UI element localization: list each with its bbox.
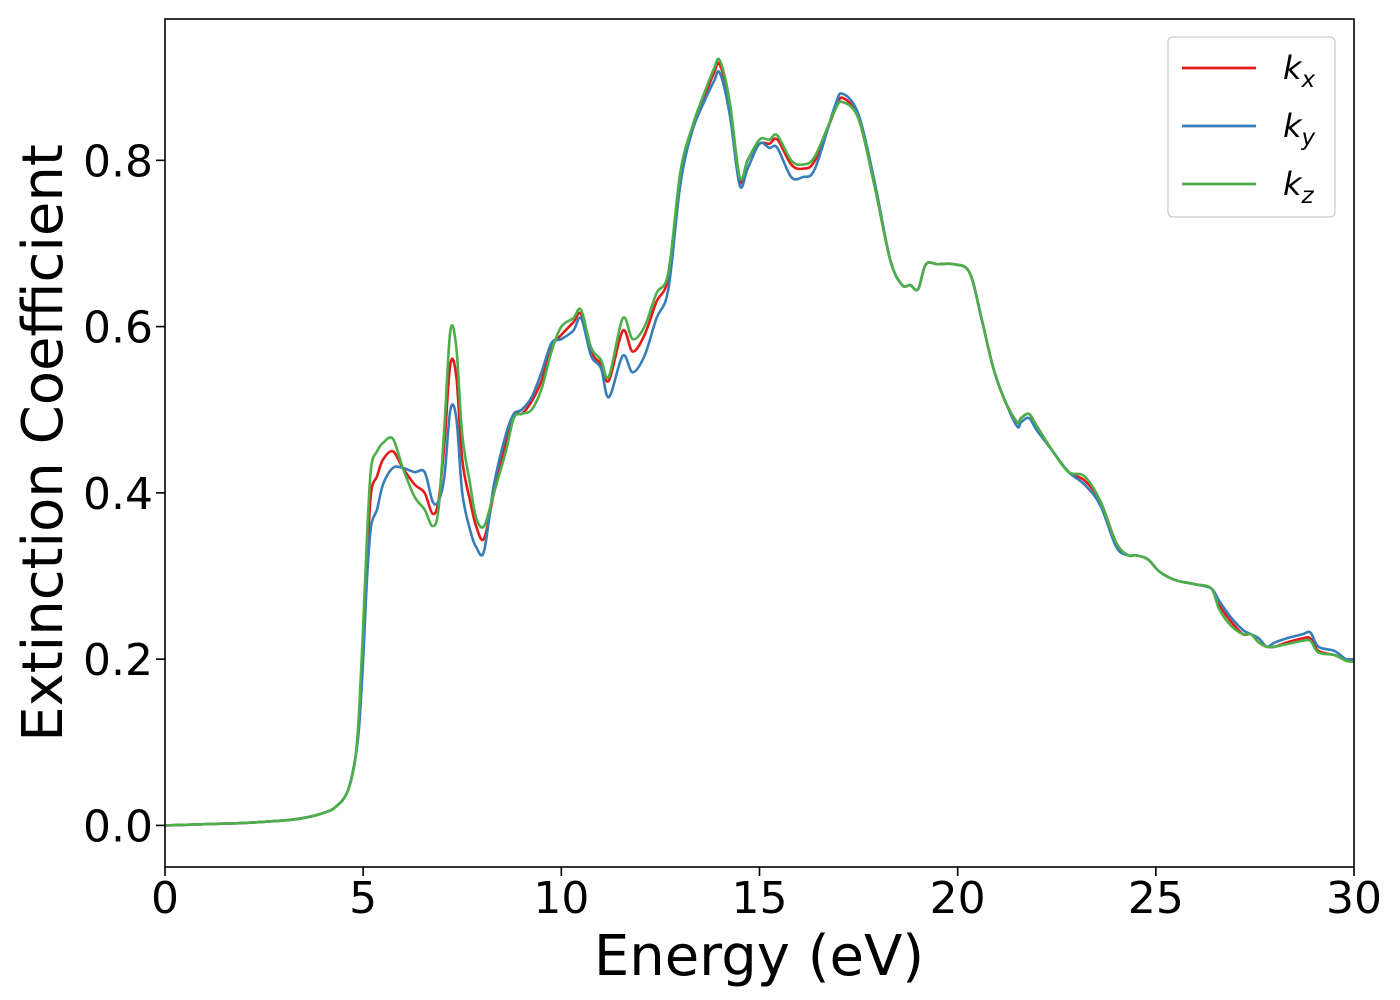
y-tick-label: 0.8 bbox=[83, 136, 153, 187]
x-tick-label: 20 bbox=[930, 873, 986, 924]
y-tick-label: 0.4 bbox=[83, 469, 153, 520]
x-axis: 0 5 10 15 20 25 30 bbox=[151, 867, 1382, 924]
legend-label-ky: ky bbox=[1283, 107, 1316, 151]
series-line-kz bbox=[164, 57, 1355, 827]
x-tick-label: 25 bbox=[1128, 873, 1184, 924]
y-axis: 0.0 0.2 0.4 0.6 0.8 bbox=[83, 136, 165, 852]
x-tick-label: 15 bbox=[732, 873, 788, 924]
y-tick-label: 0.2 bbox=[83, 635, 153, 686]
y-tick-label: 0.6 bbox=[83, 303, 153, 354]
y-tick-label: 0.0 bbox=[83, 801, 153, 852]
series-layer bbox=[164, 57, 1355, 827]
legend-label-kx: kx bbox=[1283, 49, 1316, 93]
x-tick-label: 10 bbox=[533, 873, 589, 924]
x-tick-label: 5 bbox=[349, 873, 377, 924]
x-tick-label: 0 bbox=[151, 873, 179, 924]
x-axis-title: Energy (eV) bbox=[594, 924, 924, 989]
legend: kx ky kz bbox=[1167, 36, 1336, 218]
y-axis-title: Extinction Coefficient bbox=[11, 144, 76, 742]
legend-label-kz: kz bbox=[1283, 165, 1315, 209]
x-tick-label: 30 bbox=[1326, 873, 1382, 924]
